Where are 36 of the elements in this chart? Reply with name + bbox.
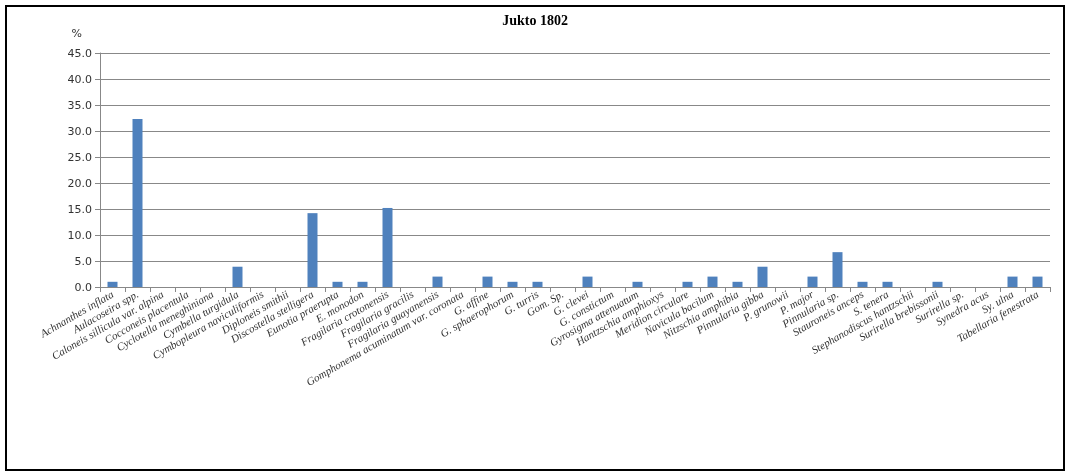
y-tick-label: 30.0 (67, 124, 92, 138)
y-axis-title: % (71, 27, 82, 40)
y-tick-label: 40.0 (67, 72, 92, 86)
bar (307, 213, 318, 287)
y-tick-label: 15.0 (67, 202, 92, 216)
bar (932, 281, 943, 287)
bar (107, 281, 118, 287)
bar (332, 281, 343, 287)
bar (532, 281, 543, 287)
bar (707, 276, 718, 287)
bar (757, 266, 768, 287)
y-tick-label: 45.0 (67, 46, 92, 60)
bar (857, 281, 868, 287)
bar (132, 119, 143, 287)
y-tick-label: 35.0 (67, 98, 92, 112)
y-tick-label: 10.0 (67, 228, 92, 242)
bar (507, 281, 518, 287)
bar (432, 276, 443, 287)
y-tick-label: 20.0 (67, 176, 92, 190)
bar (357, 281, 368, 287)
bar (832, 252, 843, 287)
bar (632, 281, 643, 287)
bar (582, 276, 593, 287)
bar (1007, 276, 1018, 287)
bar (482, 276, 493, 287)
bar (807, 276, 818, 287)
y-tick-label: 0.0 (74, 280, 92, 294)
bar (682, 281, 693, 287)
bar (232, 266, 243, 287)
y-tick-label: 25.0 (67, 150, 92, 164)
bar (382, 207, 393, 287)
bar (1032, 276, 1043, 287)
bar (732, 281, 743, 287)
chart-title: Jukto 1802 (502, 12, 568, 28)
y-tick-label: 5.0 (74, 254, 92, 268)
bar (882, 281, 893, 287)
